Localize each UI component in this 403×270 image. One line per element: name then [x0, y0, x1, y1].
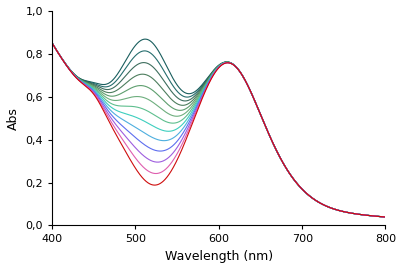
X-axis label: Wavelength (nm): Wavelength (nm): [165, 250, 273, 263]
Y-axis label: Abs: Abs: [7, 107, 20, 130]
